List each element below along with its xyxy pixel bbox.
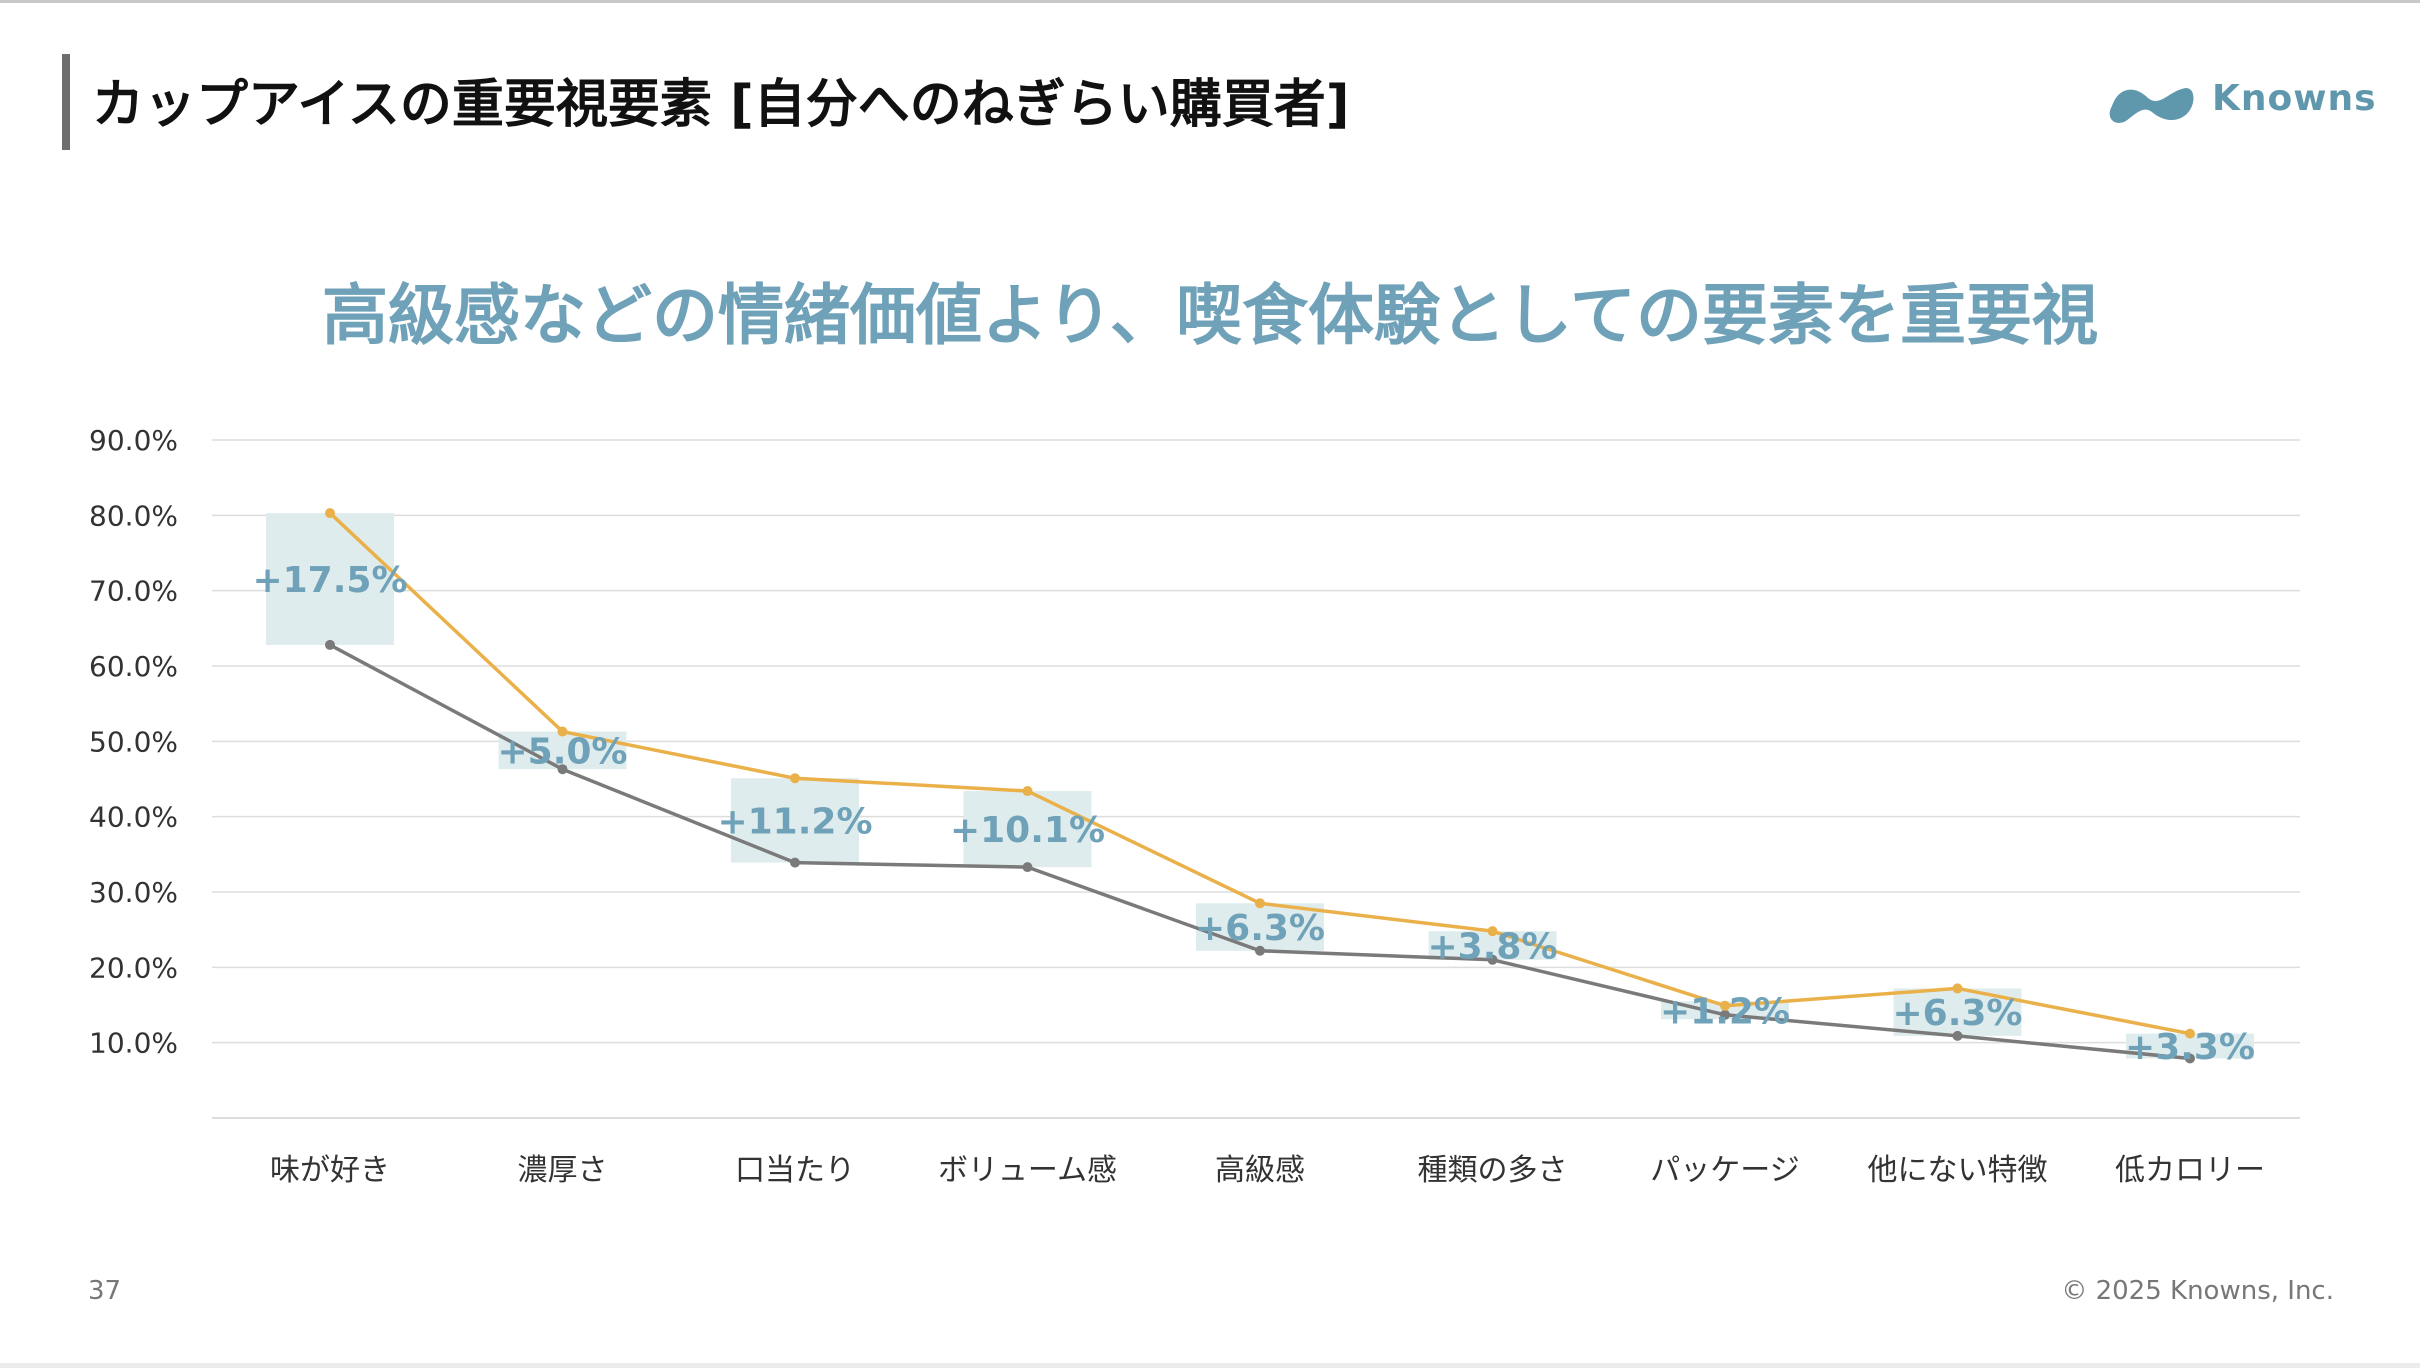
- top-border: [0, 0, 2420, 3]
- series-base-point: [325, 639, 335, 650]
- difference-label: +1.2%: [1660, 991, 1790, 1032]
- y-tick-label: 40.0%: [89, 801, 178, 834]
- difference-boxes: [266, 513, 2254, 1059]
- y-axis-ticks: 10.0% 20.0% 30.0% 40.0% 50.0% 60.0% 70.0% 80.0%…: [89, 424, 178, 1060]
- x-tick-label: 低カロリー: [2115, 1153, 2265, 1188]
- y-tick-label: 60.0%: [89, 650, 178, 683]
- series-lines: [328, 511, 2191, 1061]
- knowns-logo-icon: [2109, 88, 2194, 123]
- y-tick-label: 50.0%: [89, 725, 178, 758]
- line-chart: 10.0% 20.0% 30.0% 40.0% 50.0% 60.0% 70.0% 80.0%…: [89, 424, 2300, 1188]
- x-tick-label: パッケージ: [1650, 1153, 1799, 1188]
- logo-text: Knowns: [2212, 78, 2377, 119]
- series-highlight-point: [1720, 1000, 1730, 1011]
- copyright: © 2025 Knowns, Inc.: [2061, 1276, 2334, 1306]
- difference-label: +3.8%: [1427, 926, 1557, 967]
- series-highlight-point: [1255, 898, 1265, 909]
- title-accent-bar: [62, 54, 70, 150]
- knowns-logo: Knowns: [2104, 72, 2376, 132]
- series-base-point: [1487, 954, 1498, 965]
- series-base-point: [557, 764, 568, 775]
- series-base-point: [790, 857, 800, 868]
- x-tick-label: 高級感: [1215, 1153, 1305, 1188]
- slide-headline: 高級感などの情緒価値より、喫食体験としての要素を重要視: [321, 277, 2099, 354]
- difference-box: [1196, 903, 1324, 951]
- x-axis-labels: 味が好き 濃厚さ 口当たり ボリューム感 高級感 種類の多さ パッケージ 他にない特徴 低カロリ…: [270, 1153, 2265, 1188]
- y-tick-label: 90.0%: [89, 424, 178, 457]
- difference-box: [963, 791, 1092, 868]
- series-highlight-point: [1487, 926, 1498, 937]
- x-tick-label: 口当たり: [735, 1153, 855, 1188]
- series-highlight-point: [2185, 1028, 2195, 1039]
- difference-box: [266, 513, 394, 645]
- y-tick-label: 80.0%: [89, 499, 178, 532]
- x-tick-label: 種類の多さ: [1418, 1153, 1568, 1188]
- series-highlight-point: [325, 508, 335, 519]
- series-base-point: [1022, 862, 1033, 873]
- series-base-point: [1255, 945, 1265, 956]
- y-tick-label: 20.0%: [89, 951, 178, 984]
- y-tick-label: 10.0%: [89, 1027, 178, 1060]
- difference-label: +10.1%: [950, 810, 1105, 851]
- x-tick-label: 濃厚さ: [518, 1153, 608, 1188]
- difference-label: +3.3%: [2125, 1027, 2255, 1068]
- difference-label: +5.0%: [497, 731, 627, 772]
- x-tick-label: 他にない特徴: [1868, 1153, 2048, 1188]
- difference-label: +17.5%: [252, 560, 407, 601]
- series-base-point: [1952, 1030, 1963, 1041]
- series-highlight-point: [557, 726, 568, 737]
- difference-label: +11.2%: [717, 801, 872, 842]
- page-number: 37: [88, 1276, 122, 1306]
- difference-label: +6.3%: [1892, 993, 2022, 1034]
- series-highlight-point: [1952, 983, 1963, 994]
- x-tick-label: ボリューム感: [938, 1153, 1117, 1188]
- difference-labels: +17.5% +5.0% +11.2% +10.1% +6.3% +3.8% +1.2% +6…: [252, 560, 2255, 1068]
- series-highlight-point: [790, 773, 800, 784]
- series-points: [325, 508, 2195, 1064]
- y-tick-label: 70.0%: [89, 575, 178, 608]
- series-highlight-point: [1022, 786, 1033, 797]
- slide-title: カップアイスの重要視要素 [自分へのねぎらい購買者]: [92, 75, 1350, 135]
- difference-box: [731, 778, 859, 863]
- x-tick-label: 味が好き: [270, 1153, 390, 1188]
- series-base-point: [2185, 1053, 2195, 1064]
- series-base-point: [1720, 1009, 1730, 1020]
- y-tick-label: 30.0%: [89, 876, 178, 909]
- difference-label: +6.3%: [1195, 908, 1325, 949]
- bottom-border: [0, 1363, 2420, 1368]
- difference-box: [498, 731, 627, 770]
